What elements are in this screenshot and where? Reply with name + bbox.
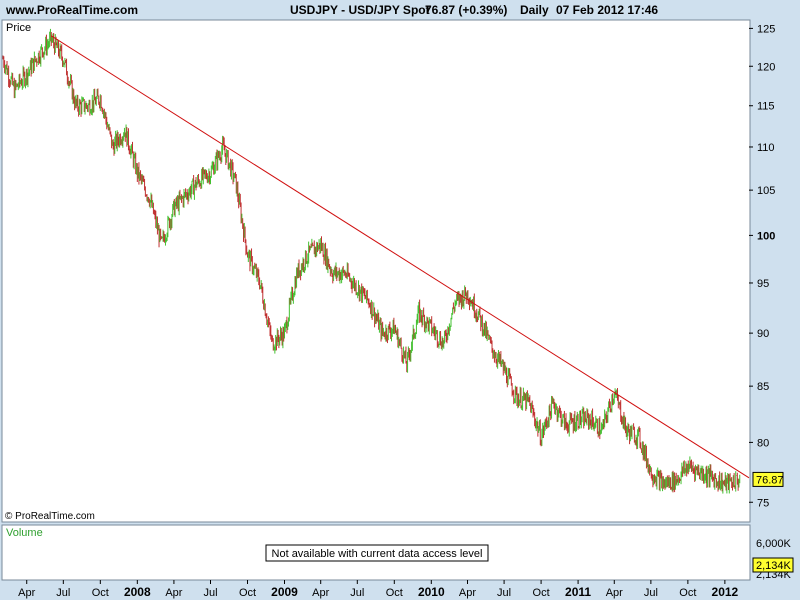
datetime-label: 07 Feb 2012 17:46 — [556, 3, 659, 17]
last-price-badge — [752, 471, 784, 487]
last-price-badge-label: 76.87 — [756, 474, 784, 486]
x-tick-label: 2009 — [271, 585, 298, 599]
period-label: Daily — [520, 3, 549, 17]
y-tick-label: 105 — [757, 185, 775, 197]
volume-tick: 6,000K — [756, 538, 792, 550]
volume-message: Not available with current data access l… — [272, 548, 483, 560]
volume-last-badge — [752, 557, 794, 573]
y-tick-label: 120 — [757, 61, 775, 73]
trendline[interactable] — [50, 35, 750, 479]
volume-message-box — [265, 544, 489, 562]
y-tick-label: 125 — [757, 23, 775, 35]
y-tick-label: 90 — [757, 328, 769, 340]
x-tick-label: Jul — [203, 587, 217, 599]
last-price: 76.87 (+0.39%) — [425, 3, 508, 17]
volume-panel-label: Volume — [6, 527, 43, 539]
price-panel-label: Price — [6, 22, 31, 34]
y-tick-label: 115 — [757, 101, 775, 113]
price-panel[interactable] — [1, 19, 751, 523]
x-tick-label: Jul — [497, 587, 511, 599]
x-tick-label: 2012 — [712, 585, 739, 599]
x-tick-label: Oct — [386, 587, 403, 599]
y-tick-label: 75 — [757, 497, 769, 509]
x-tick-label: Jul — [56, 587, 70, 599]
y-axis: 75 80 85 90 95 100 105 110 115 120 125 — [749, 23, 775, 509]
y-tick-label: 95 — [757, 278, 769, 290]
copyright-label: © ProRealTime.com — [5, 511, 95, 522]
x-tick-label: Apr — [312, 587, 329, 599]
x-tick-label: Oct — [679, 587, 696, 599]
x-tick-label: Oct — [533, 587, 550, 599]
x-tick-label: Jul — [644, 587, 658, 599]
chart-header: www.ProRealTime.com USDJPY - USD/JPY Spo… — [0, 0, 800, 20]
candles-layer — [2, 28, 741, 494]
x-tick-label: Apr — [606, 587, 623, 599]
volume-last-label: 2,134K — [756, 560, 792, 572]
x-tick-label: Apr — [459, 587, 476, 599]
x-tick-label: 2008 — [124, 585, 151, 599]
y-tick-label: 100 — [757, 230, 775, 242]
x-tick-label: Oct — [92, 587, 109, 599]
last-price-marker: 76.87 — [752, 471, 784, 487]
x-tick-label: Oct — [239, 587, 256, 599]
y-tick-label: 85 — [757, 381, 769, 393]
brand-link[interactable]: www.ProRealTime.com — [6, 3, 139, 17]
x-tick-label: Jul — [350, 587, 364, 599]
x-tick-label: 2011 — [565, 585, 591, 599]
instrument-name: USDJPY - USD/JPY Spot — [290, 3, 430, 17]
y-tick-label: 80 — [757, 437, 769, 449]
x-axis: Apr Jul Oct 2008 Apr Jul Oct 2009 Apr Jul Oct 2010 A… — [18, 580, 739, 599]
x-tick-label: Apr — [18, 587, 35, 599]
x-tick-label: 2010 — [418, 585, 445, 599]
y-tick-label: 110 — [757, 142, 775, 154]
x-tick-label: Apr — [165, 587, 182, 599]
